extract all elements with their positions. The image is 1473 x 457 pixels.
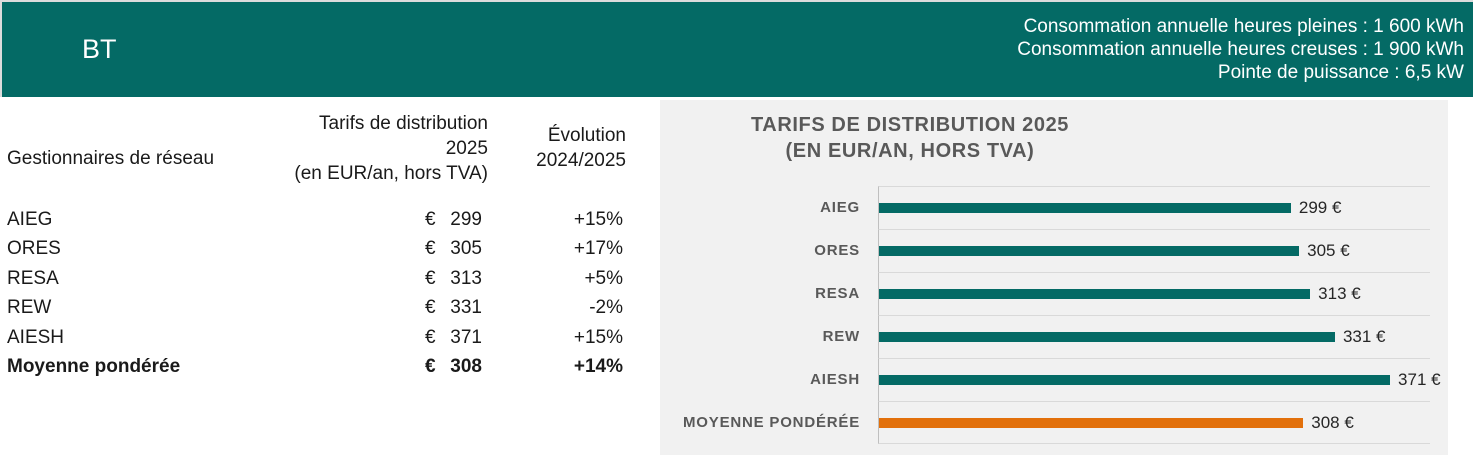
operator-name: ORES bbox=[7, 238, 61, 260]
table-header-row: Gestionnaires de réseau Tarifs de distri… bbox=[7, 105, 627, 205]
power-peak: Pointe de puissance : 6,5 kW bbox=[1217, 62, 1464, 83]
tariff-value: € 308 bbox=[425, 356, 482, 378]
currency-symbol: € bbox=[425, 208, 436, 230]
table-body: AIEG € 299 +15% ORES € 305 +17% RESA € 3… bbox=[7, 205, 627, 382]
currency-symbol: € bbox=[425, 356, 436, 378]
table-row: ORES € 305 +17% bbox=[7, 235, 627, 265]
segment-label: BT bbox=[82, 34, 117, 64]
chart-bar bbox=[879, 417, 1304, 428]
chart-bar bbox=[879, 246, 1300, 256]
table-row: RESA € 313 +5% bbox=[7, 264, 627, 294]
chart-value-label: 371 € bbox=[1398, 370, 1441, 389]
evolution-value: +17% bbox=[573, 238, 623, 260]
chart-value-label: 308 € bbox=[1311, 412, 1354, 432]
tariff-value: € 299 bbox=[425, 209, 482, 231]
column-header-tariffs-2025: Tarifs de distribution 2025 (en EUR/an, … bbox=[294, 113, 488, 184]
table-row: Moyenne pondérée € 308 +14% bbox=[7, 353, 627, 383]
chart-row: AIESH 371 € bbox=[660, 358, 1448, 401]
tariff-value: € 371 bbox=[425, 327, 482, 349]
chart-value-label: 331 € bbox=[1342, 327, 1386, 346]
tariff-amount: 371 bbox=[450, 326, 482, 348]
operator-name: RESA bbox=[7, 267, 59, 289]
chart-row: REW 331 € bbox=[660, 315, 1448, 358]
currency-symbol: € bbox=[425, 238, 436, 260]
chart-bar bbox=[879, 203, 1291, 213]
chart-value-label: 305 € bbox=[1307, 241, 1350, 260]
annual-consumption-peak-hours: Consommation annuelle heures pleines : 1… bbox=[1023, 16, 1464, 37]
evolution-value: +5% bbox=[584, 267, 623, 289]
bar-chart-plot-area: AIEG 299 € ORES 305 € RESA 313 € REW 331… bbox=[660, 186, 1448, 444]
tariff-amount: 313 bbox=[450, 267, 482, 289]
tariff-amount: 331 bbox=[450, 297, 482, 319]
column-header-grid-operators: Gestionnaires de réseau bbox=[7, 148, 215, 169]
chart-category-label: AIEG bbox=[820, 199, 860, 216]
table-row: AIESH € 371 +15% bbox=[7, 323, 627, 353]
chart-bar bbox=[879, 332, 1335, 342]
tariff-value: € 305 bbox=[425, 238, 482, 260]
chart-value-label: 313 € bbox=[1318, 284, 1361, 303]
chart-bar bbox=[879, 289, 1311, 299]
currency-symbol: € bbox=[425, 297, 436, 319]
chart-row: ORES 305 € bbox=[660, 229, 1448, 272]
evolution-value: +14% bbox=[573, 356, 623, 378]
tariff-amount: 308 bbox=[450, 356, 482, 378]
annual-consumption-offpeak-hours: Consommation annuelle heures creuses : 1… bbox=[1017, 39, 1464, 60]
table-row: AIEG € 299 +15% bbox=[7, 205, 627, 235]
chart-row: RESA 313 € bbox=[660, 272, 1448, 315]
evolution-value: +15% bbox=[573, 326, 623, 348]
column-header-evolution: Évolution 2024/2025 bbox=[536, 125, 626, 171]
operator-name: Moyenne pondérée bbox=[7, 356, 181, 378]
header-band: BT Consommation annuelle heures pleines … bbox=[0, 0, 1473, 97]
evolution-value: -2% bbox=[589, 297, 623, 319]
consumption-parameters: Consommation annuelle heures pleines : 1… bbox=[1017, 15, 1473, 84]
chart-panel: TARIFS DE DISTRIBUTION 2025 (EN EUR/AN, … bbox=[660, 100, 1448, 455]
tariff-value: € 313 bbox=[425, 268, 482, 290]
evolution-value: +15% bbox=[573, 208, 623, 230]
tariff-table: Gestionnaires de réseau Tarifs de distri… bbox=[7, 105, 627, 382]
chart-title: TARIFS DE DISTRIBUTION 2025 (EN EUR/AN, … bbox=[750, 114, 1070, 162]
operator-name: AIEG bbox=[7, 208, 53, 230]
chart-category-label: REW bbox=[822, 328, 860, 345]
currency-symbol: € bbox=[425, 267, 436, 289]
table-row: REW € 331 -2% bbox=[7, 294, 627, 324]
currency-symbol: € bbox=[425, 326, 436, 348]
chart-category-label: ORES bbox=[814, 242, 860, 259]
chart-value-label: 299 € bbox=[1298, 198, 1342, 217]
operator-name: AIESH bbox=[7, 326, 65, 348]
tariff-amount: 305 bbox=[450, 238, 482, 260]
tariff-value: € 331 bbox=[425, 297, 482, 319]
chart-category-label: MOYENNE PONDÉRÉE bbox=[683, 414, 860, 431]
chart-category-label: AIESH bbox=[810, 371, 860, 388]
chart-category-label: RESA bbox=[815, 285, 860, 302]
operator-name: REW bbox=[7, 297, 52, 319]
chart-row: AIEG 299 € bbox=[660, 186, 1448, 229]
chart-row: MOYENNE PONDÉRÉE 308 € bbox=[660, 401, 1448, 444]
tariff-amount: 299 bbox=[450, 208, 482, 230]
chart-bar bbox=[879, 375, 1391, 385]
